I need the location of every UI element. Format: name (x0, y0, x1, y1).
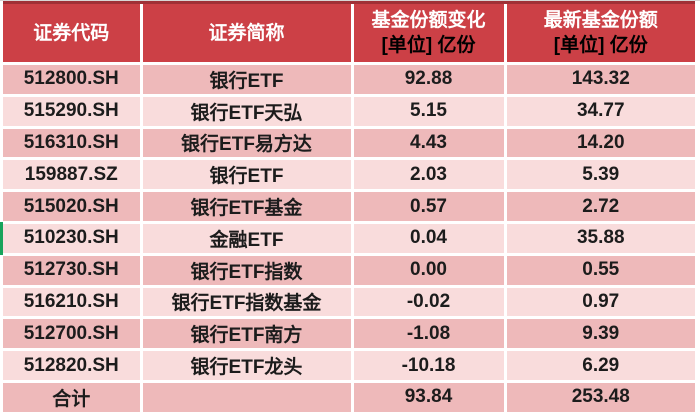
header-share-change-label: 基金份额变化 (371, 10, 486, 31)
latest-share-cell: 143.32 (503, 62, 695, 96)
table-row: 515290.SH 银行ETF天弘 5.15 34.77 (3, 93, 695, 128)
latest-share-cell: 0.97 (503, 284, 695, 318)
share-change-cell: -1.08 (350, 316, 505, 350)
header-latest-share: 最新基金份额 [单位] 亿份 (503, 1, 695, 64)
security-name-cell: 银行ETF基金 (139, 189, 352, 223)
security-code-cell: 510230.SH (3, 220, 141, 255)
share-change-cell: 0.00 (350, 252, 505, 287)
total-name-cell (139, 379, 352, 412)
security-code-cell: 515290.SH (3, 93, 141, 128)
fund-share-table: 证券代码 证券简称 基金份额变化 [单位] 亿份 最新基金份额 [单位] 亿份 … (3, 1, 695, 412)
latest-share-cell: 35.88 (503, 220, 695, 255)
table-row: 159887.SZ 银行ETF 2.03 5.39 (3, 157, 695, 191)
security-code-cell: 512820.SH (3, 348, 141, 382)
latest-share-cell: 5.39 (503, 157, 695, 191)
table-row: 516310.SH 银行ETF易方达 4.43 14.20 (3, 125, 695, 159)
share-change-cell: -10.18 (350, 348, 505, 382)
share-change-cell: 0.57 (350, 189, 505, 223)
header-security-code-label: 证券代码 (33, 22, 110, 44)
latest-share-cell: 9.39 (503, 316, 695, 350)
security-name-cell: 银行ETF (139, 157, 352, 191)
header-share-change: 基金份额变化 [单位] 亿份 (350, 1, 505, 64)
security-name-cell: 银行ETF天弘 (139, 93, 352, 128)
header-security-name-label: 证券简称 (208, 22, 285, 44)
total-share-change-cell: 93.84 (350, 379, 505, 412)
share-change-cell: 4.43 (350, 125, 505, 159)
table-header: 证券代码 证券简称 基金份额变化 [单位] 亿份 最新基金份额 [单位] 亿份 (3, 1, 695, 64)
latest-share-cell: 14.20 (503, 125, 695, 159)
security-code-cell: 512800.SH (3, 62, 141, 96)
table-row: 515020.SH 银行ETF基金 0.57 2.72 (3, 189, 695, 223)
table-body: 512800.SH 银行ETF 92.88 143.32 515290.SH 银行ETF天… (3, 62, 695, 412)
security-name-cell: 银行ETF指数基金 (139, 284, 352, 318)
security-name-cell: 金融ETF (139, 220, 352, 255)
security-code-cell: 516210.SH (3, 284, 141, 318)
header-row: 证券代码 证券简称 基金份额变化 [单位] 亿份 最新基金份额 [单位] 亿份 (3, 1, 695, 64)
total-row: 合计 93.84 253.48 (3, 379, 695, 412)
header-security-name: 证券简称 (139, 1, 352, 64)
share-change-cell: 2.03 (350, 157, 505, 191)
share-change-cell: 5.15 (350, 93, 505, 128)
security-code-cell: 516310.SH (3, 125, 141, 159)
left-edge-green-marker (0, 222, 3, 255)
security-name-cell: 银行ETF (139, 62, 352, 96)
header-security-code: 证券代码 (3, 1, 141, 64)
security-code-cell: 159887.SZ (3, 157, 141, 191)
security-name-cell: 银行ETF指数 (139, 252, 352, 287)
header-latest-share-label: 最新基金份额 (543, 10, 658, 31)
table-row: 512800.SH 银行ETF 92.88 143.32 (3, 62, 695, 96)
share-change-cell: 92.88 (350, 62, 505, 96)
share-change-cell: 0.04 (350, 220, 505, 255)
table-row: 512730.SH 银行ETF指数 0.00 0.55 (3, 252, 695, 287)
security-name-cell: 银行ETF龙头 (139, 348, 352, 382)
security-name-cell: 银行ETF易方达 (139, 125, 352, 159)
header-latest-share-unit: [单位] 亿份 (553, 35, 648, 56)
total-latest-share-cell: 253.48 (503, 379, 695, 412)
top-divider-line (0, 0, 700, 1)
latest-share-cell: 2.72 (503, 189, 695, 223)
share-change-cell: -0.02 (350, 284, 505, 318)
table-row: 512820.SH 银行ETF龙头 -10.18 6.29 (3, 348, 695, 382)
table-row: 516210.SH 银行ETF指数基金 -0.02 0.97 (3, 284, 695, 318)
security-code-cell: 515020.SH (3, 189, 141, 223)
security-code-cell: 512700.SH (3, 316, 141, 350)
security-name-cell: 银行ETF南方 (139, 316, 352, 350)
latest-share-cell: 0.55 (503, 252, 695, 287)
header-share-change-unit: [单位] 亿份 (381, 35, 476, 56)
latest-share-cell: 34.77 (503, 93, 695, 128)
security-code-cell: 512730.SH (3, 252, 141, 287)
table-row: 512700.SH 银行ETF南方 -1.08 9.39 (3, 316, 695, 350)
table-row: 510230.SH 金融ETF 0.04 35.88 (3, 220, 695, 255)
latest-share-cell: 6.29 (503, 348, 695, 382)
total-label-cell: 合计 (3, 379, 141, 412)
